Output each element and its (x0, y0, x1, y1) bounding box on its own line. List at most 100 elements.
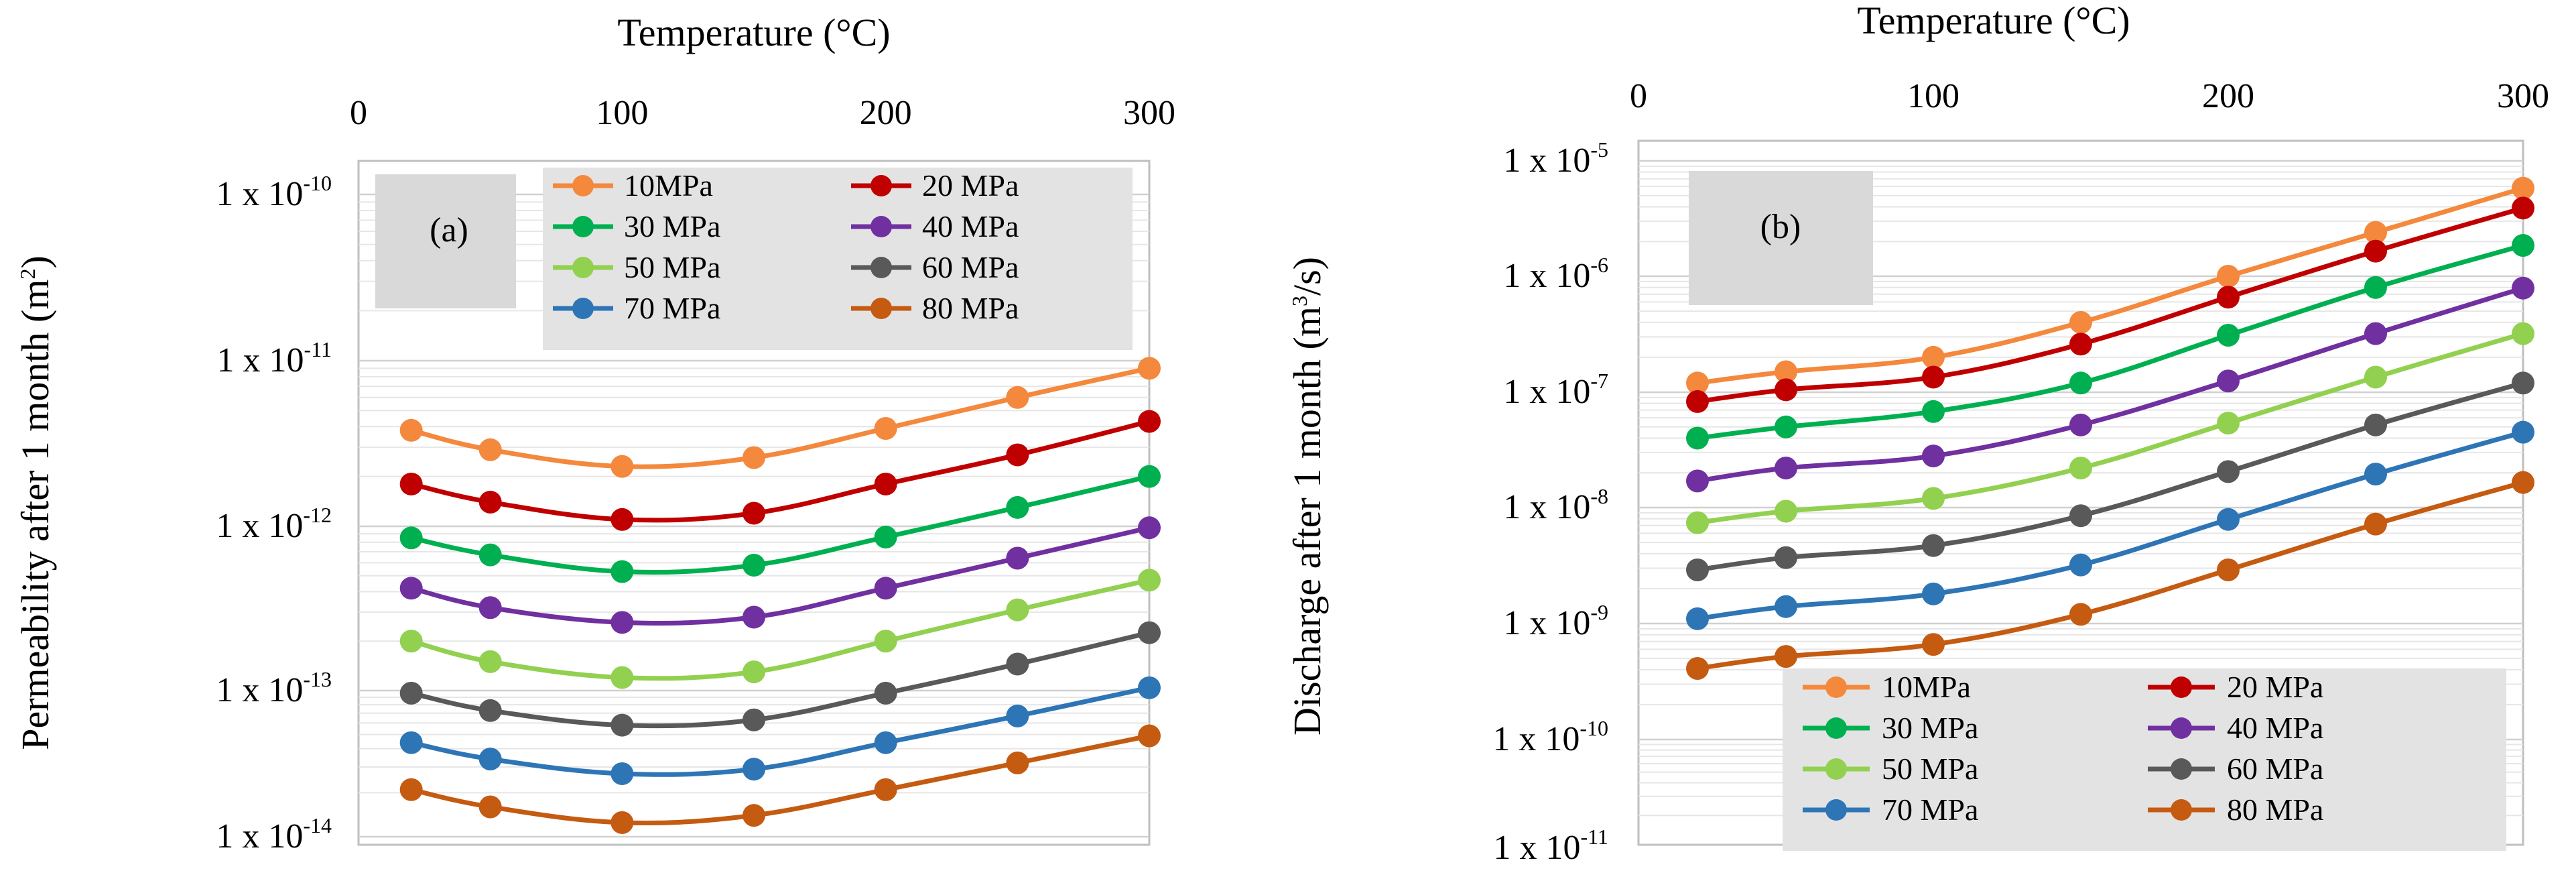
data-point (1138, 621, 1161, 644)
y-axis-title: Discharge after 1 month (m3/s) (1285, 257, 1329, 735)
data-point (478, 699, 502, 722)
legend-marker (2171, 676, 2192, 698)
data-point (1006, 652, 1029, 676)
y-tick-label: 1 x 10-9 (1503, 600, 1608, 642)
legend-item: 30 MPa (1803, 711, 1978, 745)
legend-marker (2171, 758, 2192, 780)
data-point (1138, 676, 1161, 699)
data-point (2217, 323, 2240, 347)
data-point (743, 446, 765, 469)
data-point (2364, 512, 2387, 536)
legend-box (1783, 668, 2506, 851)
data-point (1775, 595, 1797, 618)
data-point (743, 553, 765, 577)
y-tick-label: 1 x 10-14 (216, 813, 332, 856)
legend-item: 50 MPa (553, 250, 720, 284)
legend-label: 80 MPa (2227, 792, 2323, 827)
data-point (2069, 457, 2092, 480)
legend-marker (572, 216, 594, 237)
data-point (399, 577, 423, 600)
legend-item: 80 MPa (851, 291, 1019, 325)
data-point (478, 596, 502, 620)
data-point (874, 472, 897, 495)
data-point (1922, 445, 1945, 468)
legend-label: 50 MPa (1882, 752, 1978, 786)
data-point (399, 472, 423, 495)
legend-item: 70 MPa (1803, 792, 1978, 827)
legend-item: 20 MPa (2148, 670, 2323, 704)
legend-marker (1825, 758, 1847, 780)
legend-marker (572, 298, 594, 319)
data-point (743, 605, 765, 629)
data-point (874, 731, 897, 754)
data-point (874, 417, 897, 440)
legend-label: 30 MPa (1882, 711, 1978, 745)
series-60mpa (399, 621, 1161, 737)
data-point (2217, 412, 2240, 435)
legend-label: 70 MPa (624, 291, 720, 325)
data-point (399, 418, 423, 442)
legend-marker (1825, 799, 1847, 821)
legend-item: 80 MPa (2148, 792, 2323, 827)
y-tick-label: 1 x 10-10 (1492, 716, 1608, 758)
data-point (874, 630, 897, 653)
data-point (610, 560, 634, 583)
data-point (610, 762, 634, 785)
data-point (478, 748, 502, 771)
data-point (610, 713, 634, 737)
data-point (874, 526, 897, 549)
legend-label: 60 MPa (2227, 752, 2323, 786)
legend-item: 60 MPa (2148, 752, 2323, 786)
data-point (2364, 239, 2387, 263)
legend-marker (2171, 799, 2192, 821)
legend-label: 80 MPa (922, 291, 1019, 325)
legend-item: 40 MPa (851, 209, 1019, 243)
data-point (1686, 390, 1709, 413)
y-tick-label: 1 x 10-11 (217, 337, 332, 379)
data-point (610, 508, 634, 531)
y-tick-label: 1 x 10-6 (1503, 253, 1608, 295)
data-point (2364, 413, 2387, 436)
series-group (1686, 176, 2534, 680)
legend-label: 60 MPa (922, 250, 1019, 284)
data-point (610, 811, 634, 834)
data-point (2512, 471, 2534, 494)
series-70mpa (1686, 420, 2534, 630)
data-point (1775, 645, 1797, 668)
series-group (399, 357, 1161, 834)
data-point (1686, 371, 1709, 395)
series-60mpa (1686, 371, 2534, 582)
data-point (2069, 553, 2092, 577)
data-point (874, 577, 897, 600)
series-80mpa (1686, 471, 2534, 680)
data-point (1775, 360, 1797, 384)
legend-label: 40 MPa (922, 209, 1019, 243)
data-point (1922, 534, 1945, 557)
data-point (610, 666, 634, 689)
legend-label: 10MPa (624, 168, 713, 202)
y-tick-label: 1 x 10-8 (1503, 484, 1608, 526)
data-point (2217, 558, 2240, 582)
series-80mpa (399, 724, 1161, 834)
data-point (1775, 457, 1797, 480)
data-point (1138, 357, 1161, 380)
data-point (1686, 511, 1709, 534)
legend-marker (871, 175, 892, 196)
data-point (1922, 633, 1945, 656)
data-point (1006, 443, 1029, 467)
data-point (1138, 569, 1161, 592)
data-point (399, 526, 423, 550)
data-point (2069, 603, 2092, 626)
legend-item: 60 MPa (851, 250, 1019, 284)
data-point (2512, 276, 2534, 300)
data-point (874, 778, 897, 801)
x-tick-label: 200 (860, 94, 912, 132)
legend: 10MPa 20 MPa 30 MPa 40 MPa 50 MPa 60 MPa 70 MP… (543, 168, 1133, 350)
legend-label: 20 MPa (922, 168, 1019, 202)
legend-box (543, 168, 1133, 350)
data-point (399, 681, 423, 705)
data-point (1686, 469, 1709, 493)
data-point (478, 650, 502, 673)
data-point (1006, 495, 1029, 519)
